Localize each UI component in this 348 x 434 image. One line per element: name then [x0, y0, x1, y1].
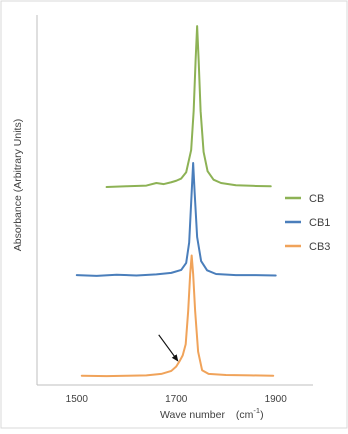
- x-tick-labels: 1500 1700 1900: [66, 394, 288, 405]
- series-line-cb1: [75, 162, 277, 277]
- x-tick-label: 1500: [66, 394, 89, 405]
- legend: CB CB1 CB3: [285, 193, 330, 253]
- legend-label-cb: CB: [309, 193, 324, 205]
- plot-area: [75, 25, 277, 378]
- x-tick-label: 1700: [165, 394, 188, 405]
- x-axis-label: Wave number (cm-1): [160, 406, 264, 421]
- axes: [36, 15, 313, 386]
- x-tick-label: 1900: [265, 394, 288, 405]
- series-line-cb3: [80, 254, 275, 378]
- annotation-arrow: [158, 334, 179, 362]
- series-line-cb: [105, 25, 272, 189]
- x-axis-unit-exponent: -1: [253, 406, 260, 415]
- annotations: [158, 334, 179, 362]
- x-axis-unit: (cm: [236, 409, 254, 421]
- legend-label-cb1: CB1: [309, 217, 330, 229]
- x-axis-label-text: Wave number: [160, 409, 225, 421]
- legend-label-cb3: CB3: [309, 241, 330, 253]
- x-axis-unit-close: ): [260, 409, 264, 421]
- y-axis-label: Absorbance (Arbitrary Units): [12, 119, 24, 251]
